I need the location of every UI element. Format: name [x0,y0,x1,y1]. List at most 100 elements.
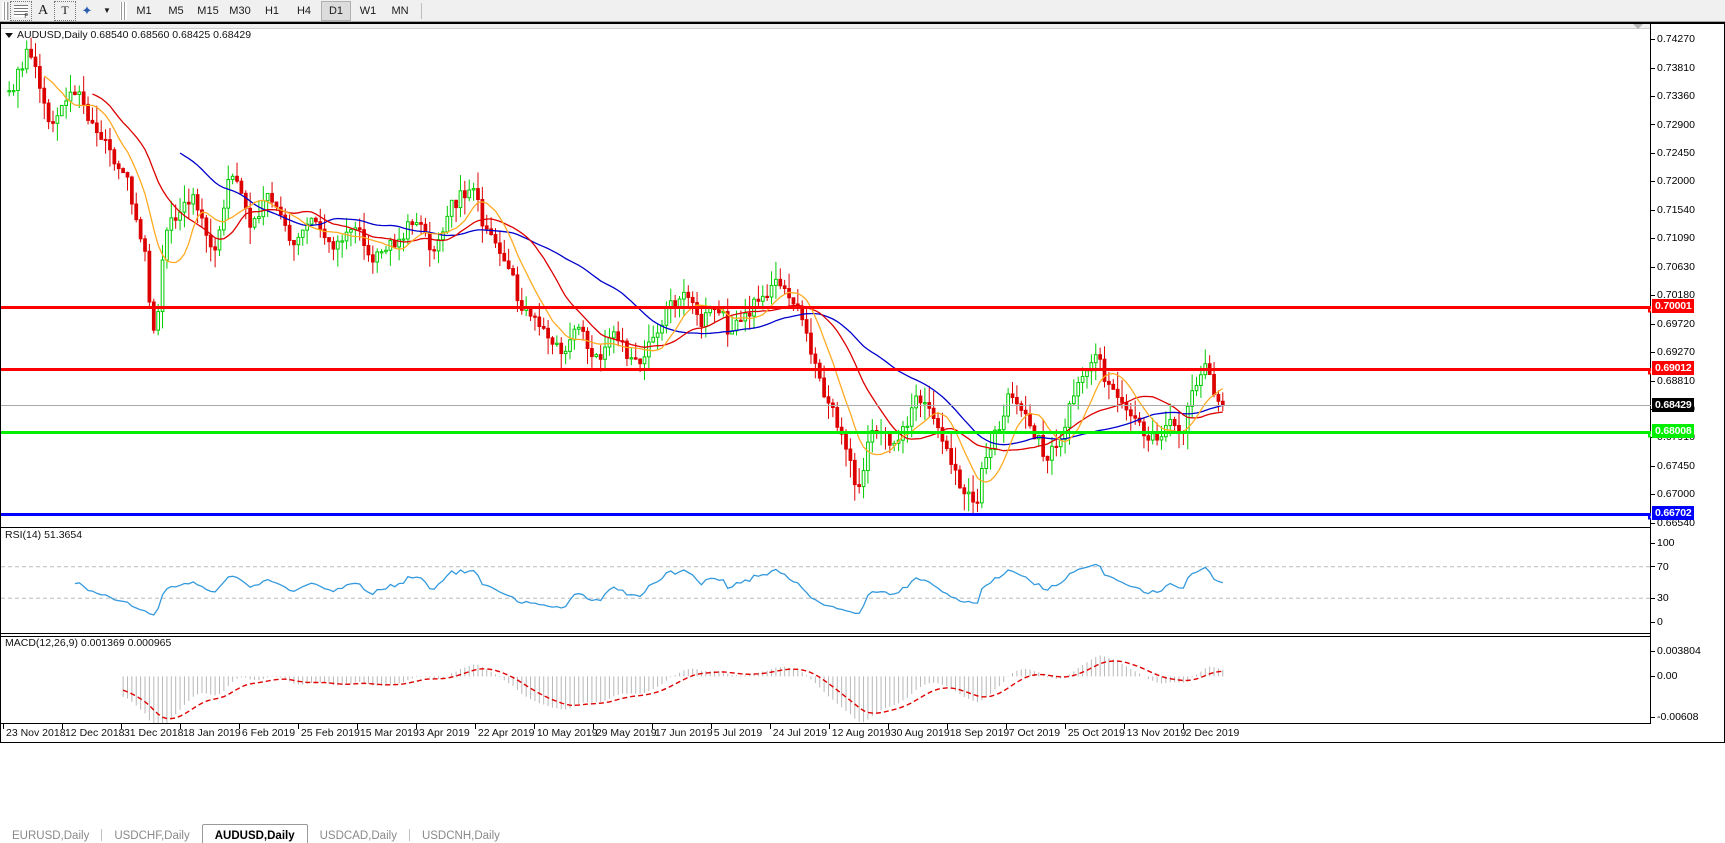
date-label-18: 25 Oct 2019 [1067,727,1125,739]
tab-divider [408,829,410,841]
price-line-handle-support-068[interactable] [1648,432,1651,438]
timeframe-m15[interactable]: M15 [197,4,219,17]
price-label-resistance-069[interactable]: 0.69012 [1652,361,1694,376]
date-tick [651,724,653,729]
date-tick [474,724,476,729]
timeframe-d1[interactable]: D1 [321,0,351,21]
chart-menu-caret-icon[interactable] [5,32,13,38]
date-tick [61,724,63,729]
date-label-16: 18 Sep 2019 [949,727,1010,739]
timeframe-w1[interactable]: W1 [359,4,377,17]
indicators-icon[interactable]: ✦ [81,2,93,18]
crosshair-f-icon[interactable]: F [10,0,32,21]
date-label-14: 12 Aug 2019 [831,727,891,739]
price-label-current-price[interactable]: 0.68429 [1652,397,1694,412]
price-line-handle-resistance-069[interactable] [1648,369,1651,375]
timeframe-h1[interactable]: H1 [264,4,280,17]
date-tick [769,724,771,729]
date-tick [710,724,712,729]
timeframe-h4[interactable]: H4 [296,4,312,17]
chart-symbol-header[interactable]: AUDUSD,Daily 0.68540 0.68560 0.68425 0.6… [5,29,251,41]
date-tick [1005,724,1007,729]
macd-signal-line [122,660,1223,720]
chart-tab-audusd[interactable]: AUDUSD,Daily [201,824,308,843]
date-label-3: 18 Jan 2019 [182,727,241,739]
price-tick-0.72900: 0.72900 [1651,119,1695,131]
date-label-5: 25 Feb 2019 [300,727,360,739]
date-axis[interactable]: 23 Nov 2018 12 Dec 2018 31 Dec 2018 18 Jan … [1,723,1651,742]
text-label-icon[interactable]: T [54,0,76,21]
macd-tick-0.003804: 0.003804 [1651,645,1701,657]
date-tick [356,724,358,729]
main-toolbar: F A T ✦ ▼ M1 M5 M15 M30 H1 H4 D1 W1 MN [0,0,1725,22]
date-label-7: 3 Apr 2019 [418,727,470,739]
toolbar-grip-2[interactable] [120,1,127,20]
price-tick-0.71540: 0.71540 [1651,204,1695,216]
chart-symbol-text: AUDUSD,Daily 0.68540 0.68560 0.68425 0.6… [17,29,252,41]
chevron-down-icon[interactable]: ▼ [103,6,111,15]
price-line-resistance-069[interactable] [1,368,1651,375]
rsi-label: RSI(14) 51.3654 [5,529,83,541]
price-chart-canvas [7,37,1225,514]
price-tick-0.74270: 0.74270 [1651,33,1695,45]
timeframe-mn[interactable]: MN [391,4,409,17]
price-tick-0.72000: 0.72000 [1651,175,1695,187]
date-tick [120,724,122,729]
date-label-15: 30 Aug 2019 [890,727,950,739]
rsi-tick-30: 30 [1651,592,1669,604]
rsi-tick-100: 100 [1651,537,1675,549]
price-line-support-0667[interactable] [1,512,1651,520]
price-pane[interactable]: AUDUSD,Daily 0.68540 0.68560 0.68425 0.6… [1,29,1651,527]
price-line-support-068[interactable] [1,431,1651,438]
timeframe-m5[interactable]: M5 [168,4,184,17]
scroll-up-arrow-icon[interactable] [1633,24,1643,29]
price-label-support-0667[interactable]: 0.66702 [1652,505,1694,520]
price-line-handle-support-0667[interactable] [1648,514,1651,520]
rsi-pane[interactable]: RSI(14) 51.3654 [1,529,1651,632]
crosshair-f-label: F [24,13,28,20]
macd-tick-0.00: 0.00 [1651,670,1677,682]
chart-tab-usdcnh[interactable]: USDCNH,Daily [421,830,500,842]
date-label-4: 6 Feb 2019 [241,727,296,739]
date-tick [1064,724,1066,729]
ma-red [92,93,1223,452]
date-label-19: 13 Nov 2019 [1126,727,1187,739]
chart-tab-usdcad[interactable]: USDCAD,Daily [319,830,397,842]
price-tick-0.70630: 0.70630 [1651,261,1695,273]
date-label-20: 2 Dec 2019 [1185,727,1240,739]
date-tick [592,724,594,729]
price-axis[interactable]: 0.74270 0.73810 0.73360 0.72900 0.72450 0.720… [1650,24,1724,742]
chart-tab-eurusd[interactable]: EURUSD,Daily [12,830,90,842]
toolbar-grip[interactable] [2,1,9,20]
price-line-current-price[interactable] [1,404,1651,406]
price-tick-0.68810: 0.68810 [1651,375,1695,387]
rsi-chart-canvas [1,563,1651,616]
timeframe-m30[interactable]: M30 [229,4,251,17]
rsi-line [74,563,1223,616]
price-tick-0.73360: 0.73360 [1651,90,1695,102]
pane-separator-macd-top [1,633,1651,634]
date-tick [415,724,417,729]
tab-divider [101,829,103,841]
date-label-9: 10 May 2019 [536,727,598,739]
date-tick [887,724,889,729]
text-tool-icon[interactable]: A [37,2,49,18]
chart-tabbar: EURUSD,Daily USDCHF,Daily AUDUSD,Daily USDC… [0,824,1725,843]
macd-tick--0.00608: -0.00608 [1651,711,1698,723]
price-label-resistance-070[interactable]: 0.70001 [1652,299,1694,314]
date-tick [238,724,240,729]
price-line-resistance-070[interactable] [1,306,1651,313]
timeframe-m1[interactable]: M1 [136,4,152,17]
date-label-2: 31 Dec 2018 [123,727,184,739]
price-label-support-068[interactable]: 0.68008 [1652,424,1694,439]
price-line-handle-resistance-070[interactable] [1648,307,1651,313]
macd-pane[interactable]: MACD(12,26,9) 0.001369 0.000965 [1,637,1651,725]
date-tick [179,724,181,729]
price-tick-0.67450: 0.67450 [1651,460,1695,472]
chart-horizontal-scrollbar[interactable] [1,24,1651,29]
chart-tab-usdchf[interactable]: USDCHF,Daily [114,830,190,842]
date-tick [3,724,4,729]
macd-label: MACD(12,26,9) 0.001369 0.000965 [5,637,172,649]
date-tick [1123,724,1125,729]
